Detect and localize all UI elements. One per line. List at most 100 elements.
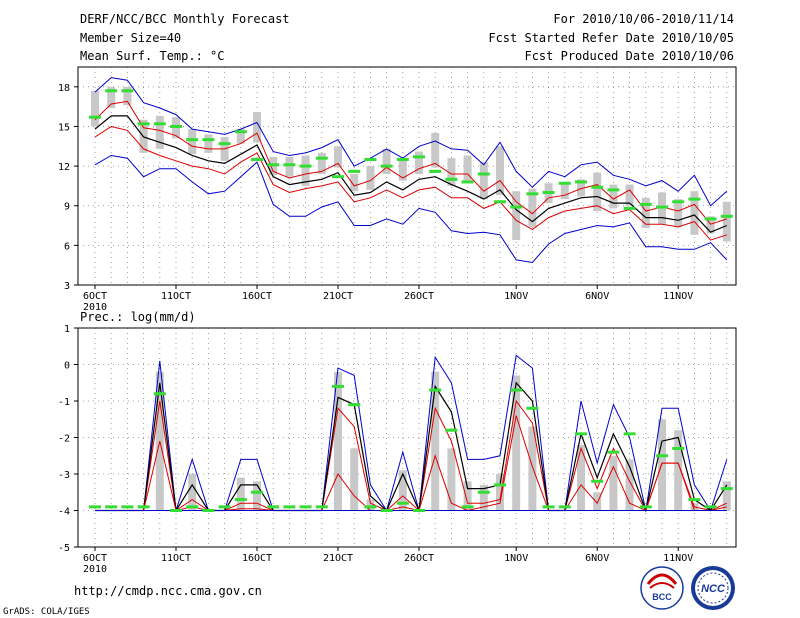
temp-median-marker [704, 217, 717, 221]
temp-xtick-label: 11OCT [161, 291, 191, 302]
prec-box [512, 375, 521, 511]
temp-median-marker [591, 185, 604, 189]
prec-box [609, 455, 618, 511]
temp-median-marker [575, 180, 587, 184]
prec-box [447, 448, 456, 511]
prec-box [577, 444, 585, 511]
temp-median-marker [170, 124, 182, 128]
prec-line-max [95, 354, 728, 512]
prec-year-label: 2010 [83, 564, 107, 575]
footer-url: http://cmdp.ncc.cma.gov.cn [74, 584, 262, 598]
prec-xtick-label: 6NOV [585, 553, 609, 564]
prec-median-marker [575, 432, 587, 436]
prec-median-marker [299, 505, 312, 509]
prec-box [463, 481, 472, 511]
prec-median-marker [542, 505, 555, 509]
forecast-start-date: Fcst Started Refer Date 2010/10/05 [488, 31, 734, 45]
temp-xtick-label: 26OCT [404, 291, 434, 302]
temp-box [593, 172, 602, 212]
temp-xtick-label: 6OCT [83, 291, 107, 302]
prec-median-marker [494, 483, 506, 487]
temp-median-marker [607, 188, 620, 192]
temp-median-marker [380, 164, 393, 168]
prec-median-marker [656, 454, 668, 458]
prec-median-marker [704, 505, 717, 509]
prec-box [431, 371, 440, 511]
prec-box [528, 426, 537, 511]
prec-box [398, 470, 407, 511]
temp-median-marker [720, 214, 733, 218]
prec-median-marker [380, 509, 393, 512]
temp-median-marker [267, 163, 280, 167]
temp-ytick-label: 3 [64, 281, 70, 292]
temp-xtick-label: 21OCT [323, 291, 353, 302]
variable-label: Mean Surf. Temp.: °C [80, 49, 225, 63]
temp-box [706, 216, 715, 234]
prec-box [593, 492, 602, 511]
temp-median-marker [656, 205, 668, 209]
temp-ytick-label: 15 [58, 122, 70, 133]
prec-median-marker [510, 388, 523, 392]
prec-median-marker [121, 505, 134, 509]
temp-box [722, 201, 731, 242]
prec-median-marker [218, 505, 231, 509]
prec-median-marker [153, 392, 166, 396]
prec-xtick-label: 11OCT [161, 553, 191, 564]
temp-xtick-label: 16OCT [242, 291, 272, 302]
figure-title: DERF/NCC/BCC Monthly Forecast [80, 12, 290, 26]
prec-box [674, 430, 683, 511]
temp-ytick-label: 12 [58, 162, 70, 173]
prec-line-mean [95, 381, 728, 513]
prec-box [496, 474, 504, 511]
prec-frame [77, 327, 737, 548]
temp-median-marker [299, 164, 312, 168]
temp-median-marker [121, 89, 134, 93]
temp-box [334, 146, 342, 168]
temp-box [463, 155, 472, 181]
precip-title: Prec.: log(mm/d) [80, 310, 196, 324]
bcc-logo-text: BCC [652, 592, 672, 602]
temperature-panel: 3 6 9 12 15 18 6OCT 11OCT 16OCT 21OCT 26OCT 1NOV 6NO… [58, 66, 737, 313]
prec-median-marker [364, 505, 377, 509]
temp-median-marker [413, 155, 425, 159]
temp-box [512, 191, 521, 241]
temp-frame [77, 66, 737, 286]
prec-box [253, 481, 261, 511]
prec-median-marker [283, 505, 296, 509]
prec-median-marker [639, 505, 652, 509]
temp-box [674, 199, 683, 227]
temp-box [236, 129, 245, 144]
temp-box [447, 158, 456, 186]
prec-median-marker [170, 509, 182, 512]
prec-box [188, 474, 197, 511]
grads-credit: GrADS: COLA/IGES [3, 607, 90, 617]
prec-xtick-label: 6OCT [83, 553, 107, 564]
prec-median-marker [720, 487, 733, 491]
temp-box [382, 148, 391, 175]
temp-box [91, 90, 99, 127]
prec-median-marker [477, 490, 490, 494]
temp-box [431, 133, 440, 168]
temp-median-marker [558, 181, 571, 185]
prec-xtick-label: 11NOV [663, 553, 693, 564]
prec-xtick-label: 26OCT [404, 553, 434, 564]
prec-median-marker [202, 509, 215, 512]
prec-box [366, 499, 375, 511]
temp-ytick-label: 6 [64, 241, 70, 252]
temp-box [690, 191, 699, 235]
prec-median-marker [526, 406, 539, 410]
prec-box [350, 448, 359, 511]
prec-median-marker [672, 446, 685, 450]
prec-median-marker [267, 505, 280, 509]
prec-median-marker [607, 450, 620, 454]
prec-ytick-label: 1 [64, 324, 70, 335]
prec-box [722, 481, 731, 511]
temp-median-marker [234, 130, 247, 134]
temp-median-marker [445, 177, 458, 181]
temp-median-marker [218, 142, 231, 146]
temp-median-marker [672, 200, 685, 204]
temp-xtick-label: 11NOV [663, 291, 693, 302]
temp-median-marker [542, 191, 555, 195]
temp-box [528, 188, 537, 227]
